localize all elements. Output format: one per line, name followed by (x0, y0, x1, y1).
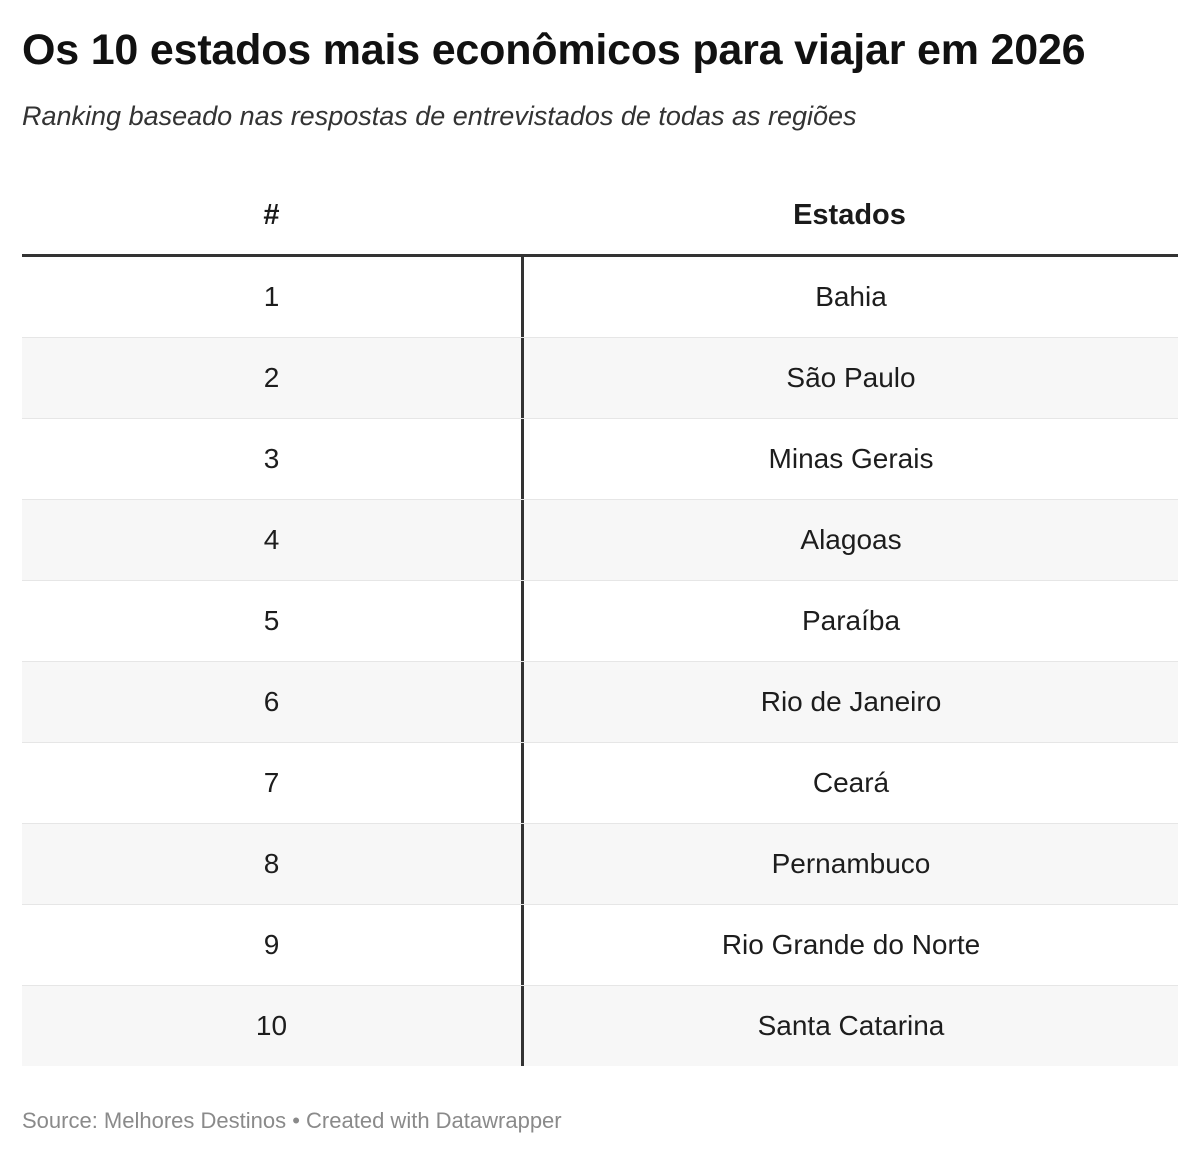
rank-cell: 1 (22, 257, 524, 337)
state-cell: Pernambuco (771, 848, 931, 879)
table-row: 7 Ceará (22, 743, 1178, 824)
rank-cell: 3 (22, 419, 524, 499)
source-footer: Source: Melhores Destinos • Created with… (22, 1108, 562, 1133)
table-row: 6 Rio de Janeiro (22, 662, 1178, 743)
table-header: # Estados (22, 176, 1178, 257)
table-row: 3 Minas Gerais (22, 419, 1178, 500)
state-cell: Rio Grande do Norte (721, 929, 981, 960)
state-cell: Bahia (815, 281, 887, 312)
state-cell: Ceará (812, 767, 890, 798)
state-cell: Paraíba (801, 605, 901, 636)
rank-cell: 8 (22, 824, 524, 904)
rank-cell: 9 (22, 905, 524, 985)
chart-title: Os 10 estados mais econômicos para viaja… (22, 26, 1086, 74)
table-row: 10 Santa Catarina (22, 986, 1178, 1066)
table-row: 1 Bahia (22, 257, 1178, 338)
table-row: 5 Paraíba (22, 581, 1178, 662)
state-cell: Santa Catarina (757, 1010, 945, 1041)
rank-cell: 6 (22, 662, 524, 742)
chart-subtitle: Ranking baseado nas respostas de entrevi… (22, 101, 857, 131)
table-row: 4 Alagoas (22, 500, 1178, 581)
rank-cell: 7 (22, 743, 524, 823)
table-row: 9 Rio Grande do Norte (22, 905, 1178, 986)
state-cell: Minas Gerais (768, 443, 934, 474)
state-cell: Rio de Janeiro (760, 686, 942, 717)
rank-cell: 4 (22, 500, 524, 580)
table-row: 2 São Paulo (22, 338, 1178, 419)
state-cell: Alagoas (800, 524, 902, 555)
rank-cell: 2 (22, 338, 524, 418)
table-row: 8 Pernambuco (22, 824, 1178, 905)
ranking-table: # Estados 1 Bahia 2 São Paulo 3 Minas Gerais 4… (22, 176, 1178, 1066)
header-states: Estados (793, 198, 906, 231)
rank-cell: 10 (22, 986, 524, 1066)
state-cell: São Paulo (786, 362, 916, 393)
rank-cell: 5 (22, 581, 524, 661)
header-rank: # (263, 198, 280, 231)
table-body: 1 Bahia 2 São Paulo 3 Minas Gerais 4 Alagoas 5 Pa… (22, 257, 1178, 1066)
